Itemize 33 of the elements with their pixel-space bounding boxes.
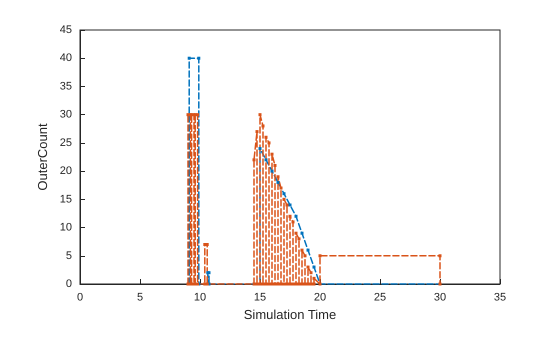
y-tick-label: 40 [60, 52, 72, 64]
point [188, 56, 191, 60]
x-tick-label: 5 [136, 292, 144, 304]
x-tick-label: 10 [194, 292, 206, 304]
point [300, 232, 304, 235]
x-tick-label: 30 [434, 292, 446, 304]
x-tick-label: 20 [314, 292, 326, 304]
y-tick-label: 35 [60, 80, 72, 92]
y-tick-label: 5 [66, 250, 72, 262]
point [258, 147, 262, 150]
x-axis-title: Simulation Time [244, 306, 336, 322]
line-series [188, 56, 441, 286]
point [270, 170, 274, 173]
y-tick-label: 25 [60, 136, 72, 149]
point [264, 158, 268, 162]
point [276, 180, 280, 184]
x-tick-label: 15 [254, 292, 266, 304]
y-tick-label: 0 [66, 278, 72, 290]
point [306, 248, 310, 252]
point [312, 266, 316, 269]
x-tick-label: 35 [494, 292, 506, 304]
y-tick-label: 20 [60, 165, 72, 178]
point [282, 192, 286, 196]
y-tick-label: 10 [60, 222, 72, 234]
point [294, 214, 298, 218]
point [197, 56, 200, 60]
point [288, 203, 292, 206]
y-tick-label: 30 [60, 108, 72, 121]
x-tick-label: 25 [374, 292, 386, 304]
x-tick-label: 0 [76, 292, 84, 304]
y-axis-title: OuterCount [34, 123, 50, 191]
y-tick-label: 45 [60, 24, 72, 36]
y-tick-label: 15 [60, 193, 72, 206]
